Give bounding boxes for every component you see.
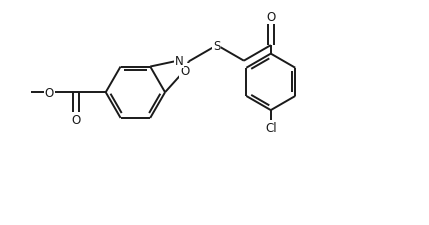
Text: S: S xyxy=(213,39,221,52)
Text: Cl: Cl xyxy=(265,121,277,134)
Text: O: O xyxy=(45,86,54,99)
Text: O: O xyxy=(180,64,190,77)
Text: N: N xyxy=(175,55,184,68)
Text: O: O xyxy=(266,11,275,24)
Text: O: O xyxy=(72,113,81,126)
